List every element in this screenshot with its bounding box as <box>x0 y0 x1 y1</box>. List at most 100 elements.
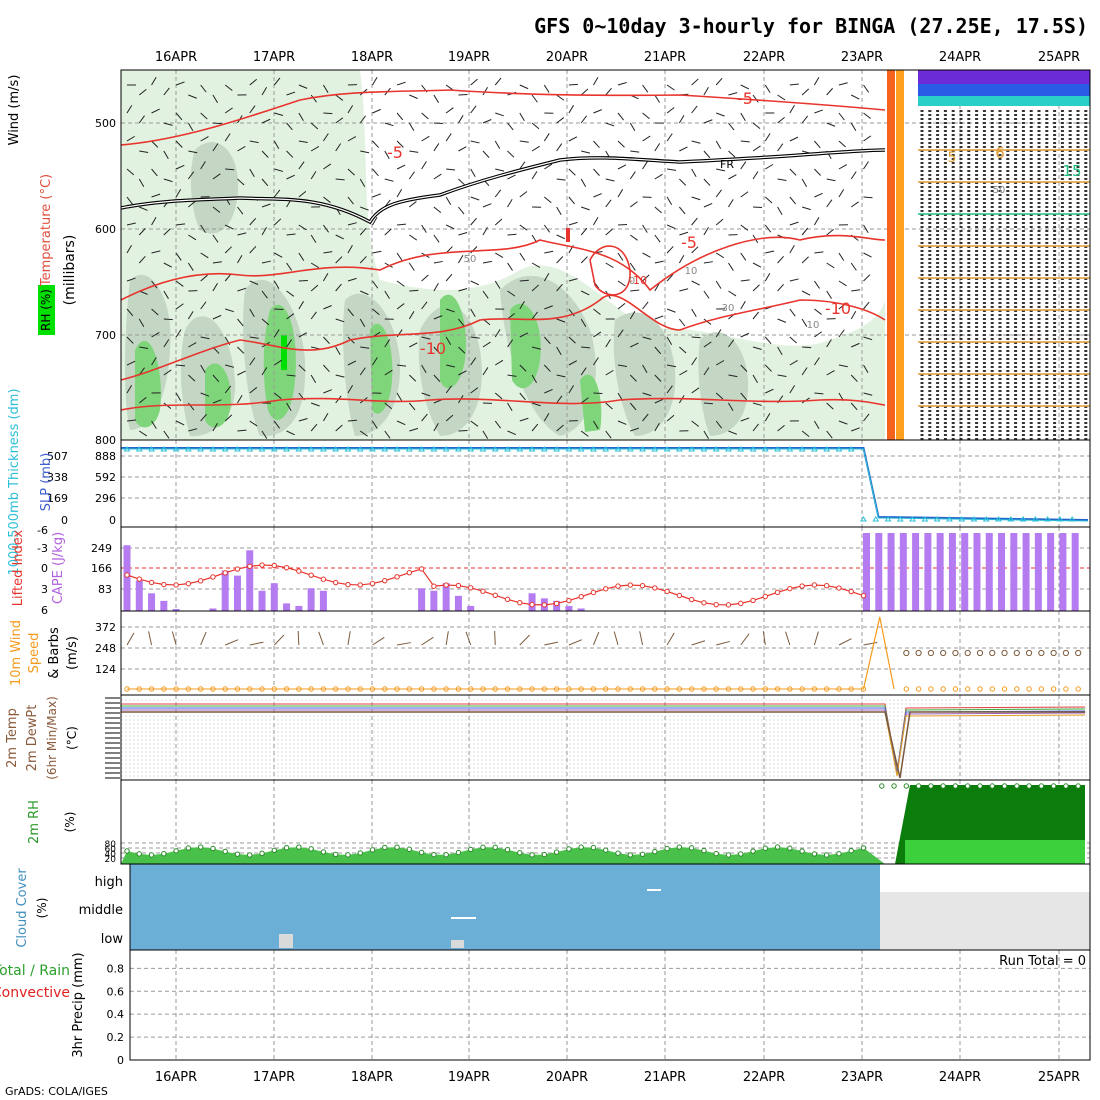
wind-barb <box>703 178 711 186</box>
wind-barb <box>556 234 566 240</box>
wind-barb <box>494 280 501 289</box>
wind-barb <box>175 392 182 401</box>
wind-barb <box>556 94 565 101</box>
wind-barb <box>556 424 564 432</box>
wind-barb <box>212 374 220 383</box>
wind-barb <box>408 311 415 320</box>
lifted-index-marker <box>332 579 339 586</box>
wind-barb <box>445 196 452 205</box>
cape-bar <box>442 583 450 611</box>
wind-barb <box>187 311 194 320</box>
wind-barb <box>138 115 145 124</box>
wind-barb <box>728 262 734 271</box>
surface-wind-barb <box>249 641 264 646</box>
rh-marker <box>1050 783 1057 789</box>
cape-bar <box>467 605 475 611</box>
rh-marker <box>750 848 756 854</box>
wind-barb <box>728 122 735 131</box>
wind-barb <box>163 122 173 126</box>
wind-barb <box>543 224 551 233</box>
wind-barb <box>494 77 502 86</box>
wind-barb <box>752 423 760 432</box>
thickness-marker <box>504 446 511 452</box>
rh-marker <box>615 850 621 856</box>
orange-band <box>887 70 895 440</box>
wind-barb <box>851 289 861 292</box>
chart-title: GFS 0~10day 3-hourly for BINGA (27.25E, … <box>534 14 1088 38</box>
thickness-marker <box>1044 516 1052 522</box>
lifted-index-tick-label: 3 <box>41 583 48 596</box>
lifted-index-marker <box>222 570 228 576</box>
wind-barb <box>519 140 529 143</box>
wind-barb <box>531 346 541 350</box>
wind-barb <box>863 392 873 396</box>
rh-marker <box>627 852 633 858</box>
surface-wind-barb <box>171 631 177 646</box>
lifted-index-marker <box>517 599 523 606</box>
wind-barb <box>507 262 513 271</box>
slp-panel-frame <box>120 439 1091 528</box>
wind-barb <box>188 200 196 208</box>
cape-bar <box>1047 533 1055 611</box>
wind-barb <box>323 112 333 115</box>
date-label-top: 24APR <box>939 50 981 65</box>
wind-barb <box>543 364 551 372</box>
wind-barb <box>237 429 247 432</box>
wind-barb <box>495 112 504 117</box>
wind-barb <box>482 367 489 376</box>
wind-barb <box>715 360 725 366</box>
wind-barb <box>519 224 528 231</box>
wind-speed-marker <box>952 686 959 692</box>
thickness-marker <box>700 446 708 452</box>
wind-barb <box>396 329 403 338</box>
wind-barb <box>200 364 206 374</box>
wind-barb <box>286 290 295 297</box>
wind-barb <box>200 301 207 310</box>
thickness-marker <box>197 446 205 452</box>
wind-barb <box>151 216 157 226</box>
date-label-top: 16APR <box>155 50 197 65</box>
wind-barb <box>519 279 529 282</box>
lifted-index-marker <box>529 601 535 608</box>
wind-barb <box>138 396 147 404</box>
wind-barb <box>777 374 787 378</box>
wind-barb <box>396 364 407 367</box>
wind-barb <box>666 133 673 142</box>
cape-tick-label: 83 <box>98 583 112 596</box>
wind-barb <box>642 301 649 310</box>
thickness-marker <box>430 446 438 452</box>
wind-barb <box>409 342 418 348</box>
wind-barb <box>617 252 624 261</box>
lifted-index-axis-label: Lifted Index <box>11 529 26 606</box>
rh-marker <box>713 850 719 857</box>
wind-barb <box>396 81 406 86</box>
wind-barb <box>421 413 428 422</box>
wind-barb <box>335 178 345 181</box>
wind-barb <box>458 206 465 215</box>
wind-barb <box>433 260 443 264</box>
contour-label: 30 <box>722 303 735 314</box>
wind-barb <box>863 413 870 422</box>
rh-marker <box>664 845 670 852</box>
wind-barb <box>212 399 222 404</box>
rh-marker <box>1014 783 1020 789</box>
wind-barb <box>458 146 467 152</box>
wind-barb <box>740 161 747 170</box>
wind-barb <box>826 178 836 182</box>
wind-barb <box>703 290 710 299</box>
wind-barb <box>396 140 404 148</box>
thickness-marker <box>872 516 880 522</box>
wind-barb <box>298 140 308 144</box>
rh-mid-blob <box>698 332 749 436</box>
wind-barb <box>175 329 182 338</box>
wind-barb <box>691 280 700 286</box>
wind-barb <box>237 287 247 292</box>
wind-barb <box>544 388 553 394</box>
wind-barb <box>863 364 869 374</box>
wind-barb <box>433 374 441 382</box>
thickness-marker <box>798 446 806 452</box>
rh-green-blob <box>370 323 393 414</box>
wind-barb <box>126 168 135 176</box>
wind-barb <box>519 161 526 170</box>
wind-barb <box>580 178 587 188</box>
